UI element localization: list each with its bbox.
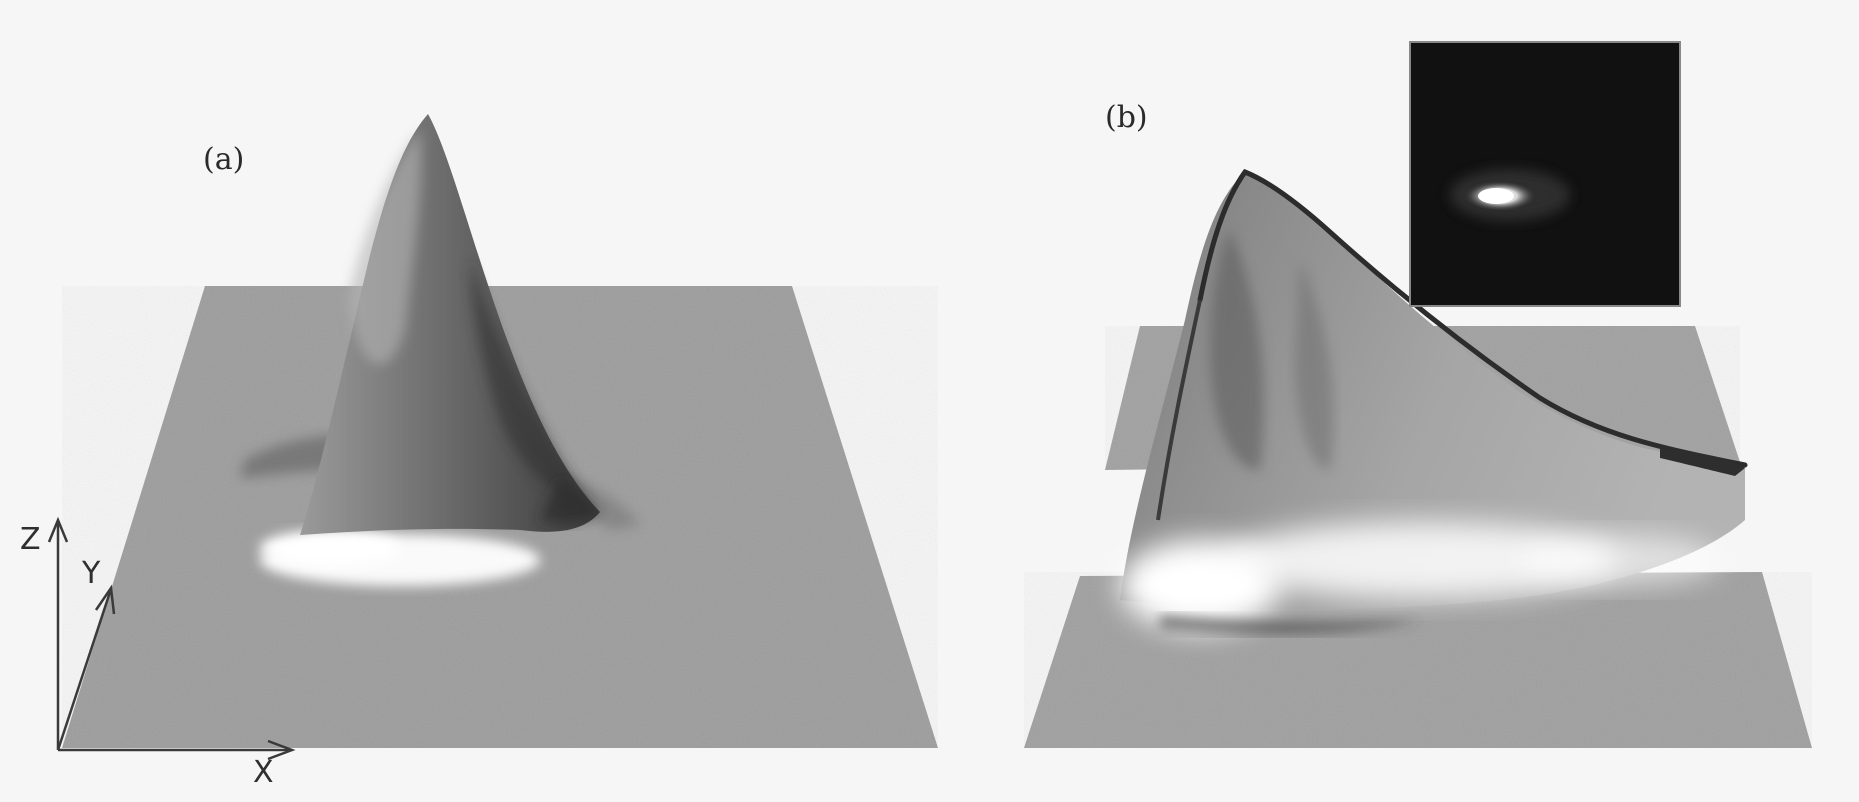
y-axis-line	[56, 591, 112, 751]
x-axis-label: X	[253, 755, 274, 790]
panel-a-surface-plot	[62, 114, 938, 748]
panel-b-label: (b)	[1105, 100, 1148, 135]
z-axis-arrowhead	[47, 516, 69, 543]
axis-arrows	[47, 516, 296, 761]
y-axis-label: Y	[82, 556, 101, 591]
panel-b-surface-plot	[1024, 168, 1812, 748]
z-axis-label: Z	[20, 522, 41, 557]
panel-a-label: (a)	[203, 142, 245, 177]
panel-b-inset-image	[1409, 41, 1681, 307]
x-axis-arrowhead	[267, 739, 296, 761]
panel-b-peak	[1120, 172, 1745, 610]
y-axis-arrowhead	[94, 584, 116, 615]
